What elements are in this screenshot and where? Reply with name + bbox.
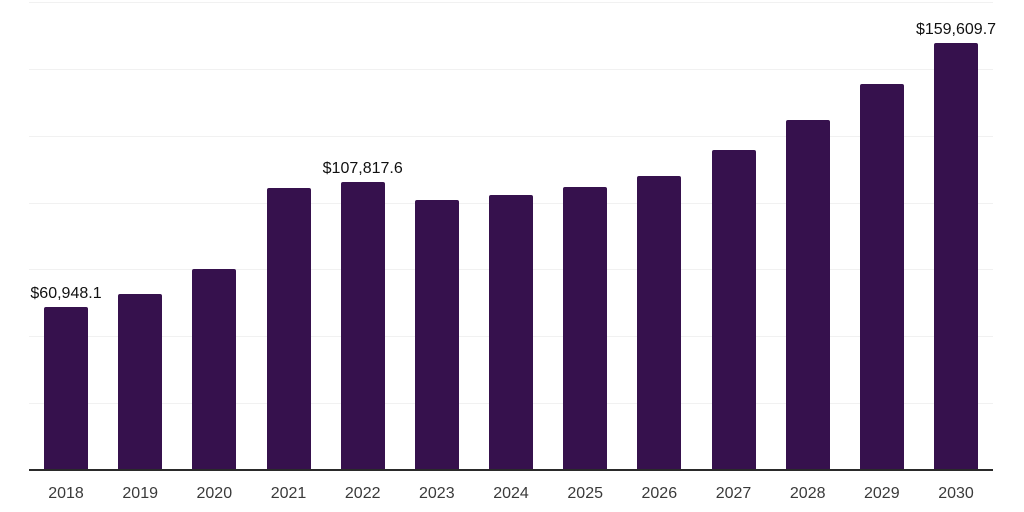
x-axis-label: 2024 [493, 485, 529, 502]
x-axis-label: 2029 [864, 485, 900, 502]
x-axis-label: 2025 [567, 485, 603, 502]
bar [637, 175, 682, 470]
x-axis-label: 2026 [641, 485, 678, 502]
bar [711, 149, 756, 470]
x-axis-label: 2030 [938, 485, 974, 502]
x-axis-label: 2028 [789, 485, 826, 502]
bar [44, 307, 88, 470]
x-axis-label: 2019 [122, 485, 158, 502]
bar [563, 186, 608, 470]
gridline [29, 69, 993, 70]
bar-value-label: $159,609.7 [915, 21, 997, 39]
x-axis-label: 2022 [344, 485, 381, 502]
x-axis-line [29, 469, 993, 471]
bar-value-label: $107,817.6 [322, 159, 403, 177]
bar [118, 294, 163, 470]
bar [934, 43, 978, 470]
gridline [29, 2, 993, 3]
gridline [29, 136, 993, 137]
bar [266, 187, 311, 470]
bar [785, 119, 830, 470]
x-axis-label: 2021 [270, 485, 307, 502]
bar-value-label: $60,948.1 [30, 285, 102, 302]
x-axis-label: 2020 [196, 485, 233, 502]
x-axis-label: 2027 [715, 485, 752, 502]
bar [414, 200, 459, 470]
x-axis-label: 2023 [419, 485, 455, 502]
bar [192, 268, 237, 470]
bar [859, 83, 904, 470]
x-axis-label: 2018 [48, 485, 84, 502]
bar [340, 181, 385, 470]
bar [489, 194, 533, 470]
